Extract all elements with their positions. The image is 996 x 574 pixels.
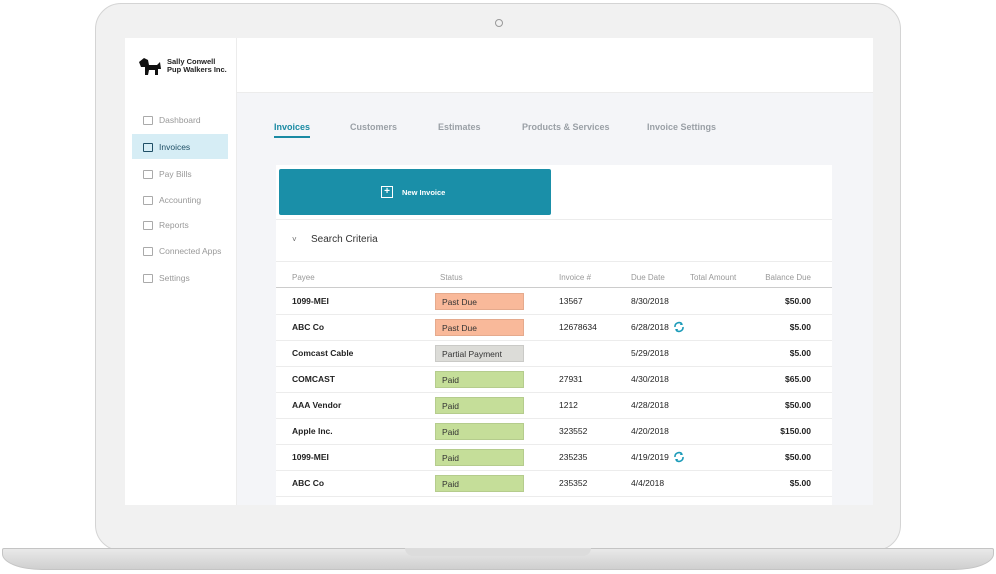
plus-icon: + [381, 186, 393, 198]
cell-payee: 1099-MEI [292, 452, 329, 462]
row-divider [276, 496, 832, 497]
nav-item[interactable]: Accounting [159, 195, 202, 205]
sidebar: Sally Conwell Pup Walkers Inc. Dashboard… [125, 38, 237, 505]
row-divider [276, 366, 832, 367]
cell-payee: 1099-MEI [292, 296, 329, 306]
cell-payee: ABC Co [292, 478, 325, 488]
main: + New Invoice ˅ Search Criteria Payee Sta… [125, 38, 873, 505]
cell-due: 4/20/2018 [631, 426, 669, 436]
cell-balance: $50.00 [785, 452, 811, 462]
nav-icon [143, 143, 153, 152]
tab[interactable]: Customers [350, 122, 398, 132]
status-badge: Paid [435, 449, 524, 466]
nav-icon [143, 116, 153, 125]
cell-payee: ABC Co [292, 322, 325, 332]
cell-due: 8/30/2018 [631, 296, 669, 306]
status-badge: Paid [435, 423, 524, 440]
nav-item[interactable]: Settings [159, 273, 190, 283]
column-header: Invoice # [559, 273, 592, 282]
column-header: Status [440, 273, 463, 282]
cell-payee: AAA Vendor [292, 400, 342, 410]
status-badge: Paid [435, 475, 524, 492]
divider [276, 287, 832, 288]
tab[interactable]: Invoices [274, 122, 311, 132]
row-divider [276, 418, 832, 419]
cell-payee: COMCAST [292, 374, 335, 384]
nav-highlight [132, 134, 228, 159]
nav-item[interactable]: Reports [159, 220, 189, 230]
cell-balance: $5.00 [789, 322, 811, 332]
invoice-card: + New Invoice ˅ Search Criteria Payee Sta… [276, 165, 832, 505]
nav-icon [143, 196, 153, 205]
column-header: Payee [292, 273, 315, 282]
cell-payee: Comcast Cable [292, 348, 354, 358]
header [125, 38, 873, 93]
divider [276, 219, 832, 220]
tab[interactable]: Invoice Settings [647, 122, 717, 132]
button-label: New Invoice [402, 188, 446, 197]
nav-icon [143, 170, 153, 179]
status-badge: Partial Payment [435, 345, 524, 362]
nav-icon [143, 247, 153, 256]
column-header: Due Date [631, 273, 665, 282]
nav-item[interactable]: Connected Apps [159, 246, 222, 256]
column-header: Total Amount [690, 273, 737, 282]
cell-balance: $5.00 [789, 348, 811, 358]
status-badge: Paid [435, 397, 524, 414]
sync-icon[interactable] [673, 321, 685, 333]
cell-invoice: 323552 [559, 426, 588, 436]
cell-due: 6/28/2018 [631, 322, 669, 332]
caret[interactable]: ˅ [292, 235, 297, 244]
new-invoice-button[interactable]: + New Invoice [279, 169, 551, 215]
column-header: Balance Due [765, 273, 811, 282]
status-badge: Past Due [435, 319, 524, 336]
nav-item[interactable]: Pay Bills [159, 169, 192, 179]
company-line: Sally Conwell [167, 57, 216, 66]
cell-payee: Apple Inc. [292, 426, 333, 436]
tab-underline [274, 136, 310, 138]
status-badge: Paid [435, 371, 524, 388]
company-line: Pup Walkers Inc. [167, 65, 227, 74]
nav-item[interactable]: Invoices [159, 142, 191, 152]
cell-due: 4/30/2018 [631, 374, 669, 384]
nav-icon [143, 221, 153, 230]
cell-invoice: 1212 [559, 400, 578, 410]
nav-icon [143, 274, 153, 283]
status-badge: Past Due [435, 293, 524, 310]
row-divider [276, 314, 832, 315]
tab[interactable]: Estimates [438, 122, 481, 132]
screen: Sally Conwell Pup Walkers Inc. Dashboard… [125, 38, 873, 505]
cell-balance: $150.00 [780, 426, 811, 436]
search-criteria[interactable]: Search Criteria [311, 234, 378, 245]
cell-due: 4/4/2018 [631, 478, 665, 488]
cell-invoice: 12678634 [559, 322, 597, 332]
cell-invoice: 235352 [559, 478, 588, 488]
cell-balance: $50.00 [785, 296, 811, 306]
cell-invoice: 27931 [559, 374, 583, 384]
laptop-notch [405, 548, 591, 556]
cell-balance: $50.00 [785, 400, 811, 410]
divider [276, 261, 832, 262]
cell-due: 4/28/2018 [631, 400, 669, 410]
row-divider [276, 470, 832, 471]
cell-invoice: 235235 [559, 452, 588, 462]
row-divider [276, 340, 832, 341]
cell-balance: $5.00 [789, 478, 811, 488]
camera [495, 19, 503, 27]
logo [139, 58, 161, 75]
cell-due: 5/29/2018 [631, 348, 669, 358]
cell-balance: $65.00 [785, 374, 811, 384]
sync-icon[interactable] [673, 451, 685, 463]
cell-invoice: 13567 [559, 296, 583, 306]
nav-item[interactable]: Dashboard [159, 115, 201, 125]
cell-due: 4/19/2019 [631, 452, 669, 462]
tab[interactable]: Products & Services [522, 122, 610, 132]
company-name: Sally Conwell Pup Walkers Inc. [167, 58, 227, 74]
row-divider [276, 444, 832, 445]
row-divider [276, 392, 832, 393]
